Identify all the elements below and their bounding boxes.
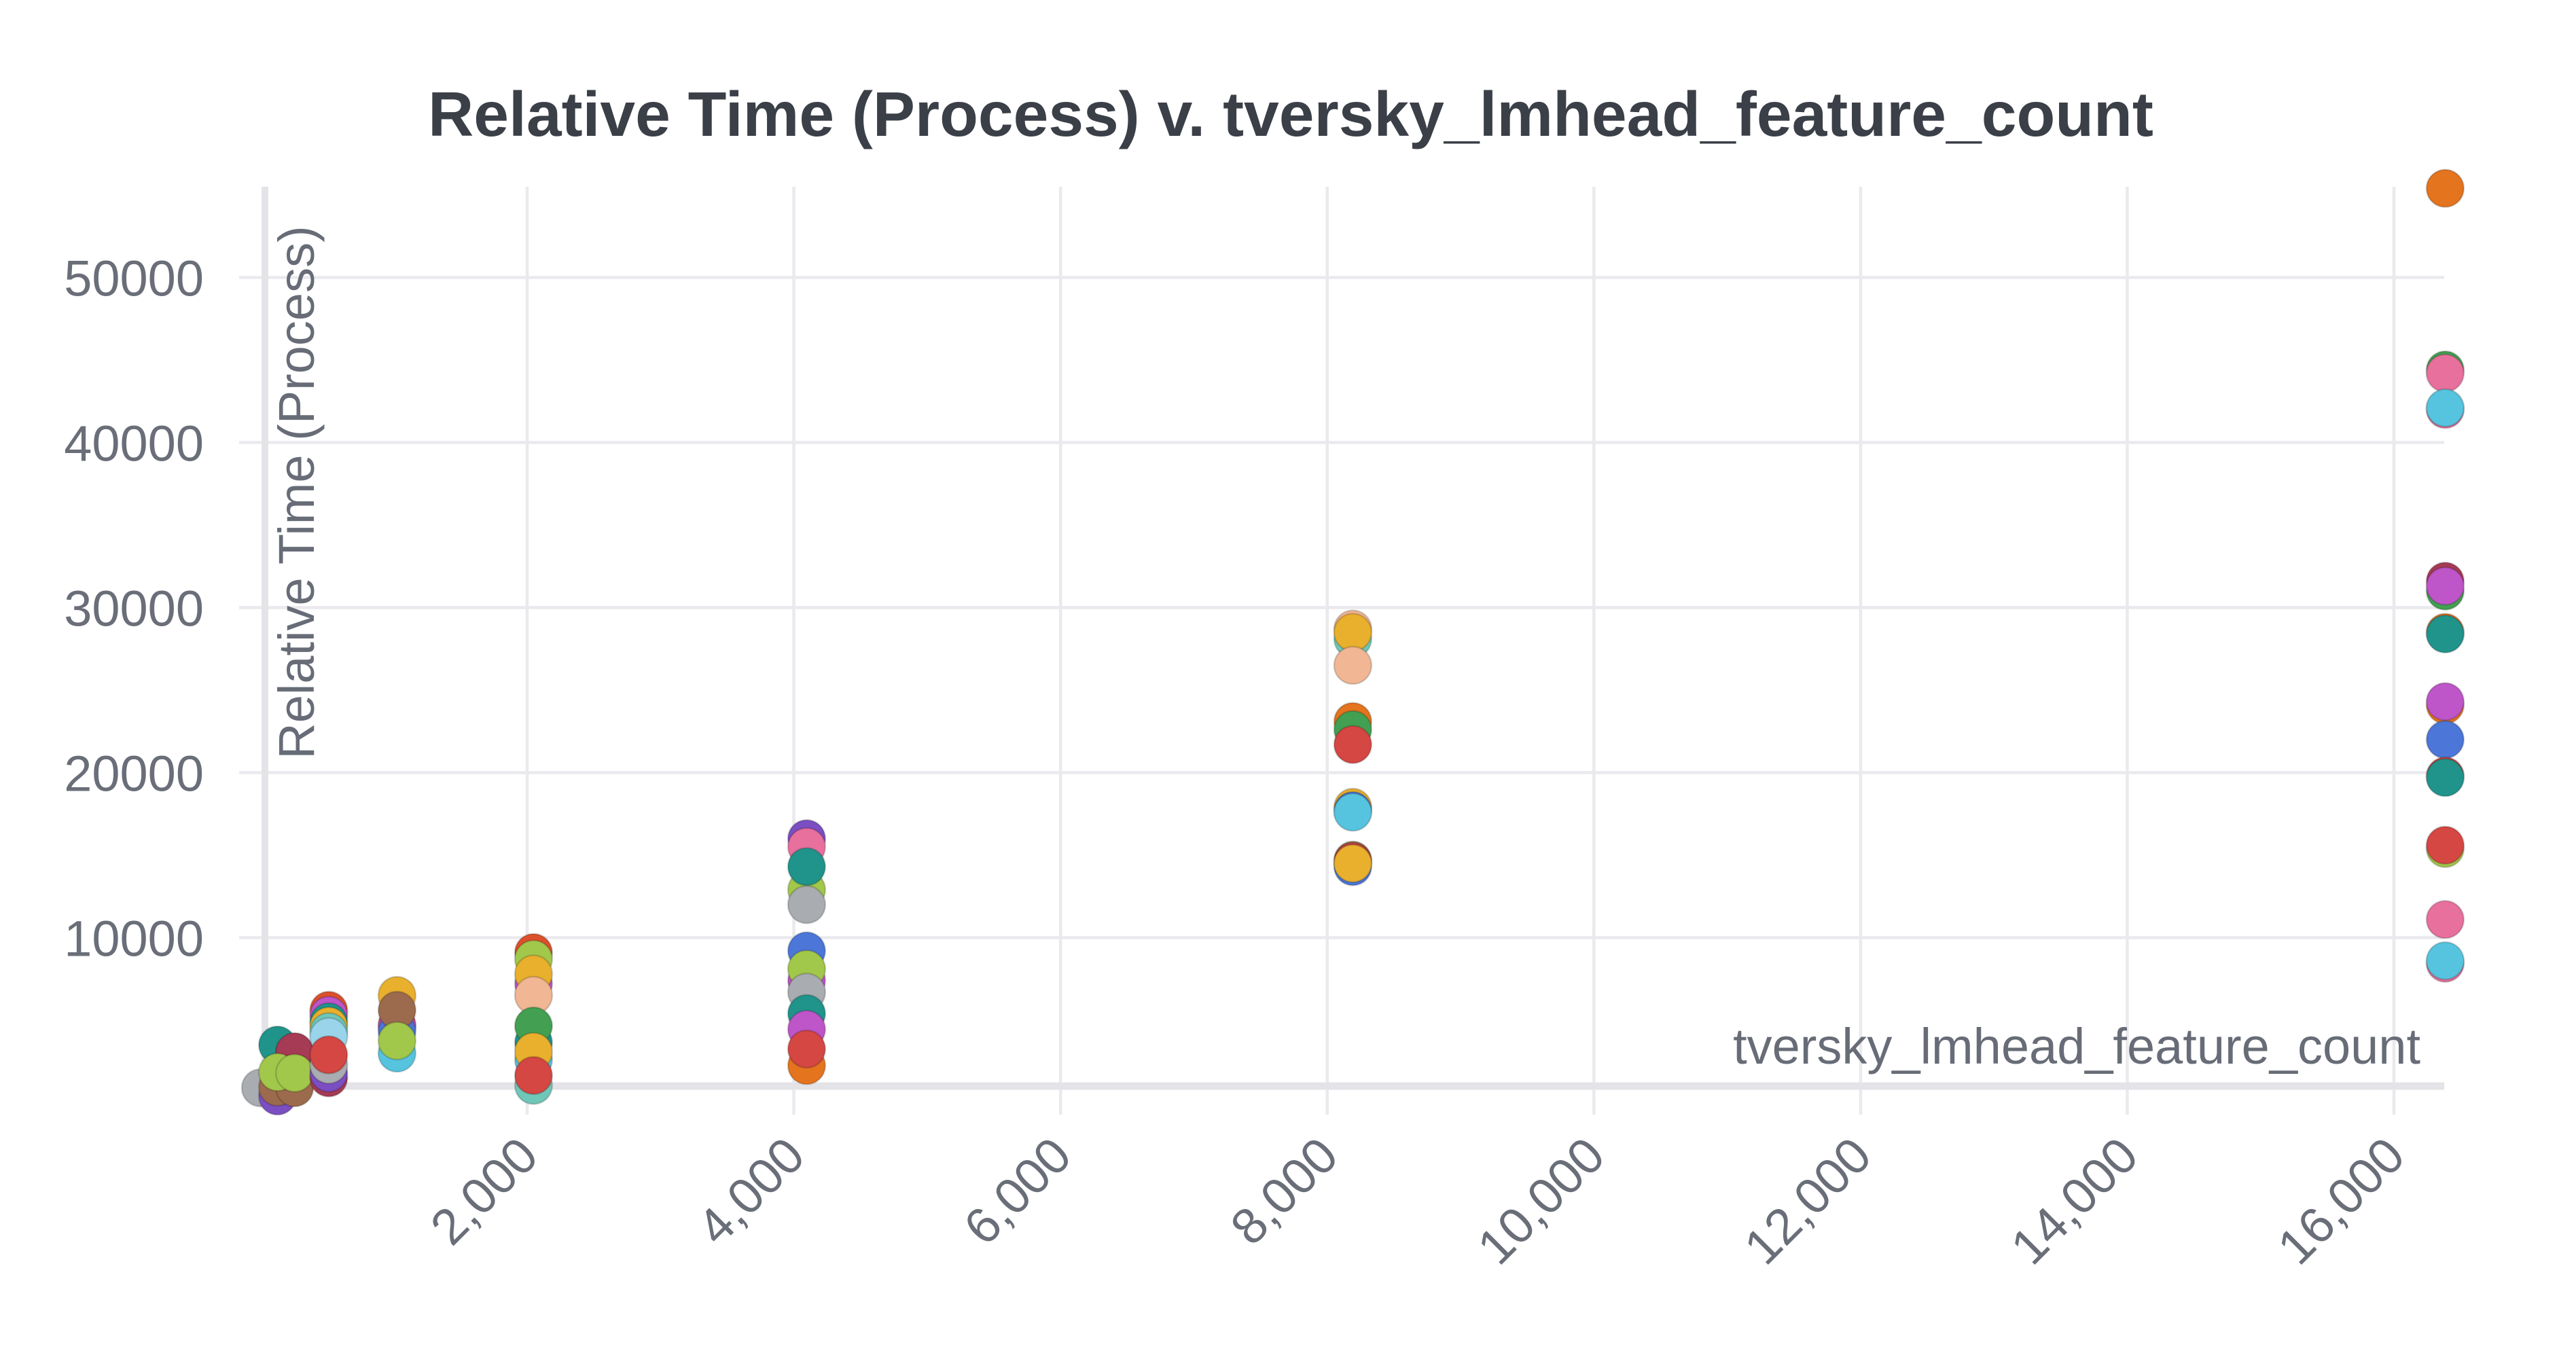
y-axis-title: Relative Time (Process) [268,226,325,759]
y-tick-label: 40000 [64,416,204,472]
x-tick-label: 6,000 [953,1127,1082,1256]
y-tick-label: 20000 [64,746,204,802]
data-point[interactable] [514,1056,554,1096]
data-point[interactable] [1333,645,1373,685]
y-tick-label: 10000 [64,911,204,967]
data-points [240,168,2465,1116]
data-point[interactable] [377,1021,417,1061]
data-point[interactable] [787,1029,827,1069]
data-point[interactable] [2425,758,2465,797]
data-point[interactable] [787,847,827,886]
x-axis-title: tversky_lmhead_feature_count [1733,1018,2420,1075]
data-point[interactable] [1333,844,1373,883]
data-point[interactable] [2425,900,2465,939]
y-tick-label: 30000 [64,581,204,637]
data-point[interactable] [2425,720,2465,759]
axis-ticks [239,276,2396,1115]
x-tick-label: 8,000 [1219,1127,1348,1256]
y-tick-label: 50000 [64,251,204,307]
x-tick-label: 14,000 [2000,1127,2149,1276]
tick-labels: 10000 20000 30000 40000 50000 2,000 4,000 6,000… [64,251,2415,1276]
data-point[interactable] [2425,682,2465,721]
x-tick-label: 10,000 [1467,1127,1615,1276]
data-point[interactable] [2425,388,2465,428]
x-tick-label: 12,000 [1733,1127,1882,1276]
data-point[interactable] [2425,353,2465,393]
data-point[interactable] [787,885,827,924]
x-tick-label: 16,000 [2267,1127,2416,1276]
data-point[interactable] [2425,566,2465,606]
data-point[interactable] [2425,614,2465,654]
gridlines [265,187,2444,1086]
x-tick-label: 4,000 [686,1127,815,1256]
data-point[interactable] [1333,793,1373,832]
x-tick-label: 2,000 [420,1127,549,1256]
data-point[interactable] [1333,725,1373,764]
data-point[interactable] [1333,613,1373,652]
chart-title: Relative Time (Process) v. tversky_lmhea… [428,79,2153,149]
data-point[interactable] [2425,825,2465,865]
data-point[interactable] [2425,168,2465,209]
data-point[interactable] [2425,941,2465,981]
data-point[interactable] [274,1053,315,1093]
data-point[interactable] [309,1035,348,1075]
